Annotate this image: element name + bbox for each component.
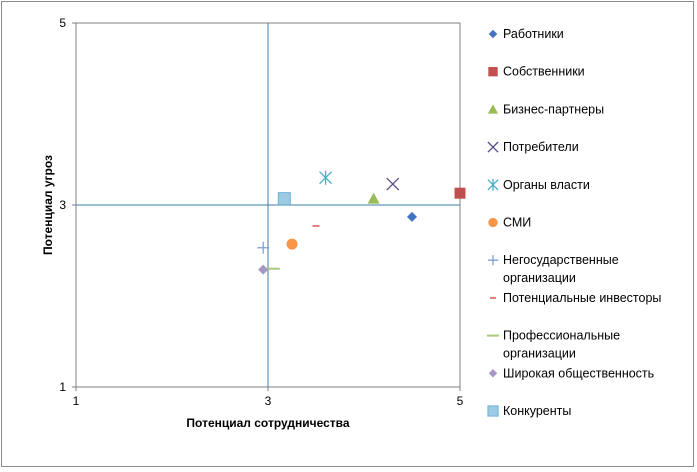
- data-point-4: [386, 177, 400, 191]
- legend-marker: [487, 141, 499, 153]
- data-point-11: [277, 192, 291, 206]
- legend-item-3: Бизнес-партнеры: [487, 102, 604, 116]
- y-tick-label: 3: [59, 198, 66, 212]
- legend-label: Конкуренты: [503, 404, 571, 418]
- x-axis-title: Потенциал сотрудничества: [186, 416, 349, 430]
- legend-marker: [488, 217, 498, 228]
- legend-marker: [488, 369, 498, 378]
- y-tick-label: 5: [59, 16, 66, 30]
- x-tick-label: 5: [457, 394, 464, 408]
- legend-item-10: Широкая общественность: [488, 366, 654, 380]
- legend-label: Органы власти: [503, 178, 590, 192]
- legend-item-11: Конкуренты: [487, 404, 571, 418]
- legend-marker: [487, 255, 499, 266]
- legend-item-1: Работники: [488, 27, 564, 41]
- legend-label: организации: [503, 271, 576, 285]
- legend-item-7: Негосударственные организации: [487, 253, 619, 285]
- data-point-10: [258, 264, 269, 275]
- legend-label: Потенциальные инвесторы: [503, 291, 661, 305]
- legend-item-2: Собственники: [488, 65, 585, 79]
- data-points: [257, 170, 466, 275]
- legend-label: СМИ: [503, 216, 531, 230]
- legend: Работники Собственники Бизнес-партнеры Потр…: [487, 27, 661, 418]
- legend-label: Работники: [503, 27, 564, 41]
- legend-label: Потребители: [503, 140, 579, 154]
- legend-item-8: Потенциальные инвесторы: [490, 291, 661, 305]
- legend-item-9: Профессиональные организации: [487, 329, 620, 361]
- x-tick-label: 1: [73, 394, 80, 408]
- legend-marker: [487, 104, 499, 114]
- legend-label: Собственники: [503, 65, 585, 79]
- legend-label: организации: [503, 347, 576, 361]
- legend-item-6: СМИ: [488, 216, 531, 230]
- legend-marker: [488, 67, 498, 77]
- data-point-2: [454, 187, 466, 199]
- legend-item-4: Потребители: [487, 140, 579, 154]
- tick-labels: 1 3 5 1 3 5: [59, 16, 463, 408]
- y-tick-label: 1: [59, 380, 66, 394]
- legend-label: Широкая общественность: [503, 366, 654, 380]
- legend-label: Бизнес-партнеры: [503, 102, 604, 116]
- legend-item-5: Органы власти: [487, 178, 590, 192]
- data-point-5: [319, 170, 333, 185]
- legend-label: Профессиональные: [503, 329, 620, 343]
- plot-area: [75, 22, 461, 388]
- data-point-7: [257, 241, 270, 254]
- data-point-6: [286, 238, 298, 250]
- legend-marker: [487, 405, 499, 417]
- data-point-1: [407, 211, 417, 222]
- y-axis-title: Потенциал угроз: [41, 155, 55, 255]
- data-point-3: [367, 192, 380, 204]
- legend-marker: [487, 178, 499, 191]
- legend-label: Негосударственные: [503, 253, 619, 267]
- x-tick-label: 3: [265, 394, 272, 408]
- legend-marker: [488, 29, 498, 39]
